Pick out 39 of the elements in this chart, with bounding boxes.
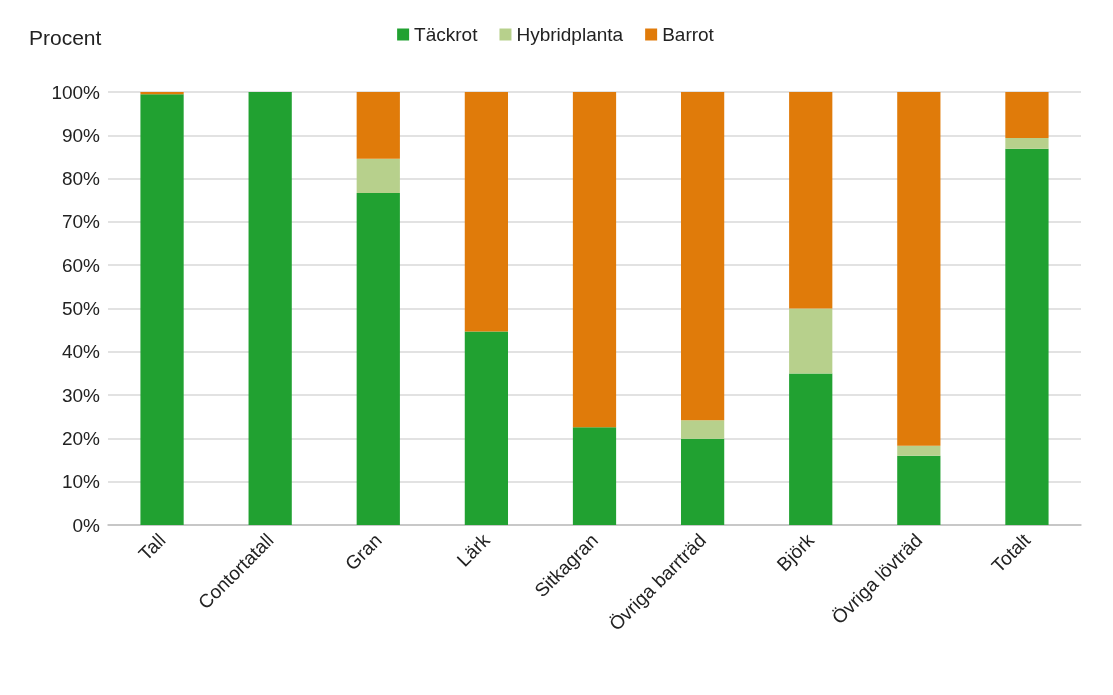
bar [464,331,509,525]
bar [248,92,292,525]
bar [356,158,400,193]
y-tick-label: 20% [61,427,101,449]
y-tick-label: 90% [61,124,101,146]
bar [789,92,833,309]
y-tick-label: 70% [61,211,101,233]
bar [464,92,509,332]
bar [680,438,725,525]
bar [897,445,941,456]
bar [1005,137,1049,149]
bar [680,420,725,439]
bar [572,427,617,525]
bar [356,92,400,159]
bar [140,94,184,525]
y-tick-label: 80% [61,168,101,190]
bar [680,92,725,421]
x-tick-label: Tall [134,529,170,565]
legend-label: Hybridplanta [516,24,624,45]
bar [1005,92,1049,138]
bar [789,308,833,374]
y-tick-label: 40% [61,341,101,363]
y-tick-label: 60% [61,254,101,276]
bar [897,92,941,446]
bar [1005,148,1049,525]
bar [356,192,400,525]
y-tick-label: 100% [51,81,101,103]
bar [789,373,833,525]
y-tick-label: 30% [61,384,101,406]
y-tick-label: 10% [61,471,101,493]
legend-label: Täckrot [414,24,479,45]
bar [140,92,184,95]
chart-title: Procent [29,26,102,49]
bar [897,455,941,525]
bar [572,92,617,428]
x-tick-label: Lärk [452,529,495,571]
y-tick-label: 50% [61,298,101,319]
y-tick-label: 0% [72,514,101,536]
legend-label: Barrot [662,24,715,45]
